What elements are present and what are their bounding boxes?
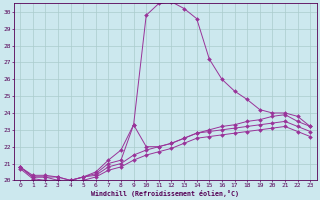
X-axis label: Windchill (Refroidissement éolien,°C): Windchill (Refroidissement éolien,°C) xyxy=(91,190,239,197)
